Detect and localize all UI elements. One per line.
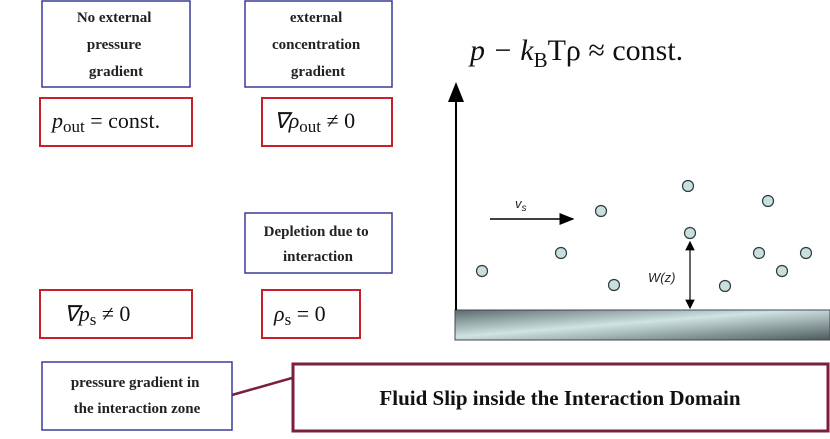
label-box [244,212,393,274]
particle [475,264,489,278]
particle [683,226,697,240]
equation: ∇ps ≠ 0 [64,301,130,329]
label: No external pressure gradient [77,10,155,80]
particle [752,246,766,260]
equation-box [261,289,361,339]
equation: p − kBTρ ≈ const. [468,34,683,72]
equation-box [39,97,193,147]
equation: pout = const. [50,108,160,136]
label: external concentration gradient [272,10,364,80]
equation: ρs = 0 [273,301,326,329]
particles [475,179,813,293]
particle [799,246,813,260]
label: Depletion due to interaction [264,224,373,265]
distance-label: W(z) [648,270,675,285]
label-box [41,361,233,431]
particle [775,264,789,278]
connector [231,376,293,397]
equation-box [39,289,193,339]
substrate [454,309,830,341]
particle [554,246,568,260]
title: Fluid Slip inside the Interaction Domain [379,386,740,410]
label-box [244,0,393,88]
particle [681,179,695,193]
particle [594,204,608,218]
particle [761,194,775,208]
label-box [41,0,191,88]
label: pressure gradient in the interaction zon… [71,375,203,417]
velocity-label: vs [515,196,527,214]
equation-box [261,97,393,147]
particle [607,278,621,292]
particle [718,279,732,293]
equation: ∇ρout ≠ 0 [274,108,355,136]
title-box [291,362,830,433]
